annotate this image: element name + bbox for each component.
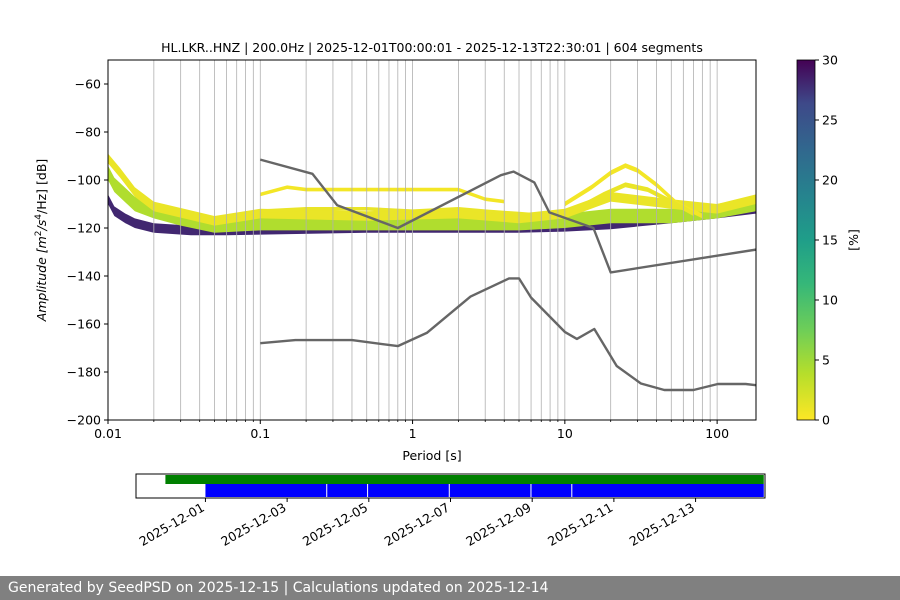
psd-heatmap [108,153,756,236]
high-noise-model [259,158,756,274]
timeline-tick-label: 2025-12-01 [137,500,207,549]
y-axis-label: Amplitude [m2/s4/Hz] [dB] [34,159,49,323]
y-tick-label: −160 [67,317,101,332]
x-tick-label: 100 [705,426,729,441]
x-tick-label: 0.01 [94,426,122,441]
y-tick-label: −80 [75,125,101,140]
colorbar-tick-label: 5 [822,353,830,368]
timeline-chart [135,473,766,499]
colorbar [796,59,816,421]
colorbar-tick-label: 25 [822,113,838,128]
timeline-tick-label: 2025-12-07 [382,500,452,549]
timeline-tick-label: 2025-12-11 [545,500,615,549]
grid-lines [108,60,718,420]
x-tick-label: 1 [409,426,417,441]
low-noise-model [260,277,756,392]
y-tick-label: −200 [67,413,101,428]
x-tick-label: 0.1 [250,426,270,441]
chart-title: HL.LKR..HNZ | 200.0Hz | 2025-12-01T00:00… [161,40,703,55]
y-label-sup-2: 4 [34,214,44,220]
y-label-sup-1: 2 [34,230,44,236]
colorbar-ticks: 0 5 10 15 20 25 30 [815,53,838,428]
y-tick-label: −100 [67,173,101,188]
colorbar-tick-label: 10 [822,293,838,308]
psd-band-2 [108,153,756,226]
y-tick-label: −180 [67,365,101,380]
colorbar-tick-label: 30 [822,53,838,68]
y-label-part-3: /Hz] [dB] [34,159,49,214]
x-axis-ticks: 0.01 0.1 1 10 100 [94,420,729,441]
timeline-ticks: 2025-12-01 2025-12-03 2025-12-05 2025-12-07… [137,498,697,549]
x-tick-label: 10 [557,426,573,441]
timeline-tick-label: 2025-12-03 [218,500,288,549]
y-axis-ticks: −60 −80 −100 −120 −140 −160 −180 −200 [67,77,108,428]
psd-band-3 [260,185,505,204]
timeline-tick-label: 2025-12-09 [463,500,533,549]
timeline-tick-label: 2025-12-05 [300,500,370,549]
colorbar-tick-label: 20 [822,173,838,188]
figure: HL.LKR..HNZ | 200.0Hz | 2025-12-01T00:00… [34,40,861,549]
y-label-part-2: /s [34,219,49,231]
psd-band-6 [576,182,694,216]
coverage-bar-blue [205,484,764,497]
x-axis-label: Period [s] [402,448,461,463]
plot-frame [107,59,757,421]
y-tick-label: −140 [67,269,101,284]
footer: Generated by SeedPSD on 2025-12-15 | Cal… [0,576,900,600]
y-tick-label: −60 [75,77,101,92]
y-tick-label: −120 [67,221,101,236]
colorbar-label: [%] [846,229,861,251]
colorbar-tick-label: 15 [822,233,838,248]
noise-models [259,158,756,392]
colorbar-tick-label: 0 [822,413,830,428]
timeline-tick-label: 2025-12-13 [627,500,697,549]
coverage-bar-green [165,475,764,484]
y-label-part-1: Amplitude [m [34,236,49,322]
